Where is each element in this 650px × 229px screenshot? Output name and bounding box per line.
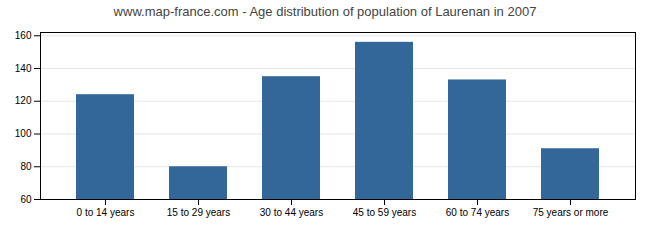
svg-text:45 to 59 years: 45 to 59 years (353, 207, 416, 218)
svg-text:0 to 14 years: 0 to 14 years (77, 207, 135, 218)
svg-text:30 to 44 years: 30 to 44 years (260, 207, 323, 218)
html-text:www.map-france.com - Age distr: www.map-france.com - Age distribution of… (113, 4, 537, 19)
svg-text:120: 120 (15, 95, 32, 106)
svg-text:15 to 29 years: 15 to 29 years (167, 207, 230, 218)
svg-text:80: 80 (20, 161, 32, 172)
svg-text:75 years or more: 75 years or more (533, 207, 609, 218)
svg-text:160: 160 (15, 30, 32, 41)
svg-text:140: 140 (15, 63, 32, 74)
svg-text:60: 60 (20, 194, 32, 205)
svg-text:60 to 74 years: 60 to 74 years (446, 207, 509, 218)
svg-text:100: 100 (15, 128, 32, 139)
